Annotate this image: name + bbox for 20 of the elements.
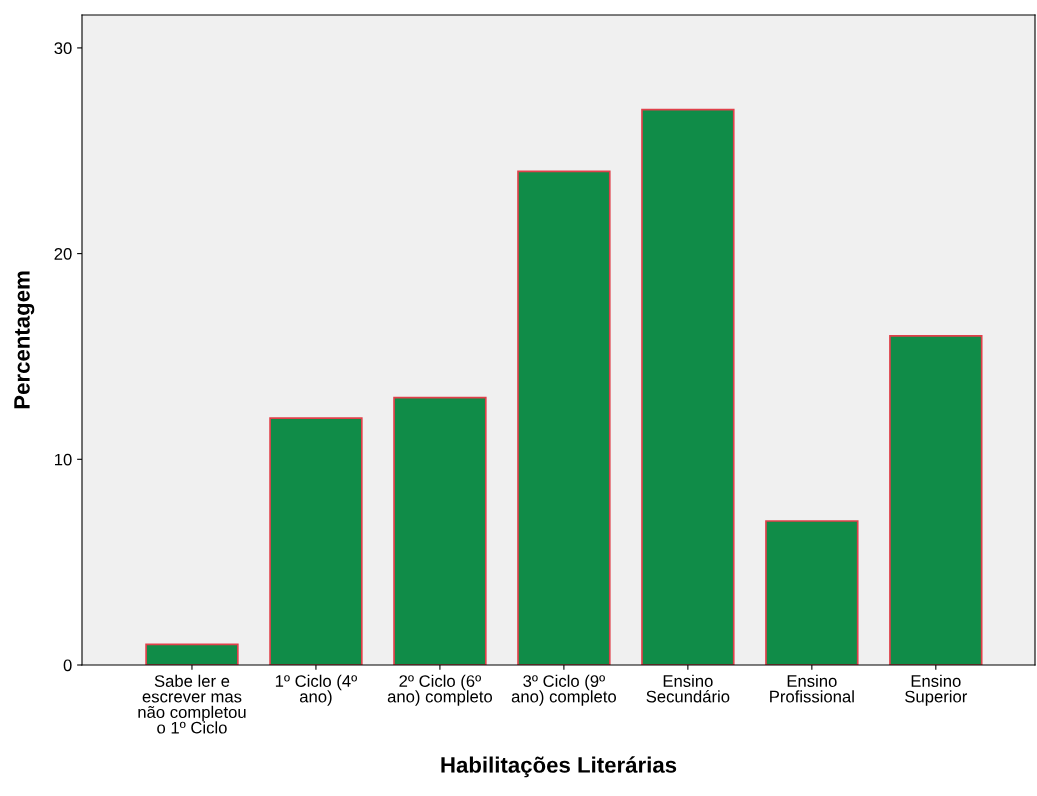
x-tick-label: 2º Ciclo (6º ano) completo — [387, 674, 493, 706]
x-tick-label: Sabe ler e escrever mas não completou o 1º Ciclo — [138, 674, 246, 734]
x-tick-label: Ensino Secundário — [646, 674, 730, 703]
bar — [641, 108, 735, 665]
bar — [269, 417, 363, 665]
x-tick-label: 1º Ciclo (4º ano) — [275, 674, 358, 706]
bar — [517, 170, 611, 665]
x-tick-label: Ensino Superior — [905, 674, 968, 706]
bar — [765, 520, 859, 665]
x-tick-label: 3º Ciclo (9º ano) completo — [511, 674, 617, 706]
y-tick-label: 30 — [54, 42, 72, 55]
y-tick-label: 20 — [54, 248, 72, 260]
bar — [393, 396, 487, 665]
bar — [145, 643, 239, 665]
y-tick-label: 0 — [63, 659, 72, 672]
bar — [889, 335, 983, 665]
x-axis-title: Habilitações Literárias — [441, 756, 677, 778]
x-tick-label: Ensino Profissional — [770, 674, 854, 703]
y-axis-title: Percentagem — [14, 271, 35, 409]
y-tick-label: 10 — [55, 453, 72, 466]
